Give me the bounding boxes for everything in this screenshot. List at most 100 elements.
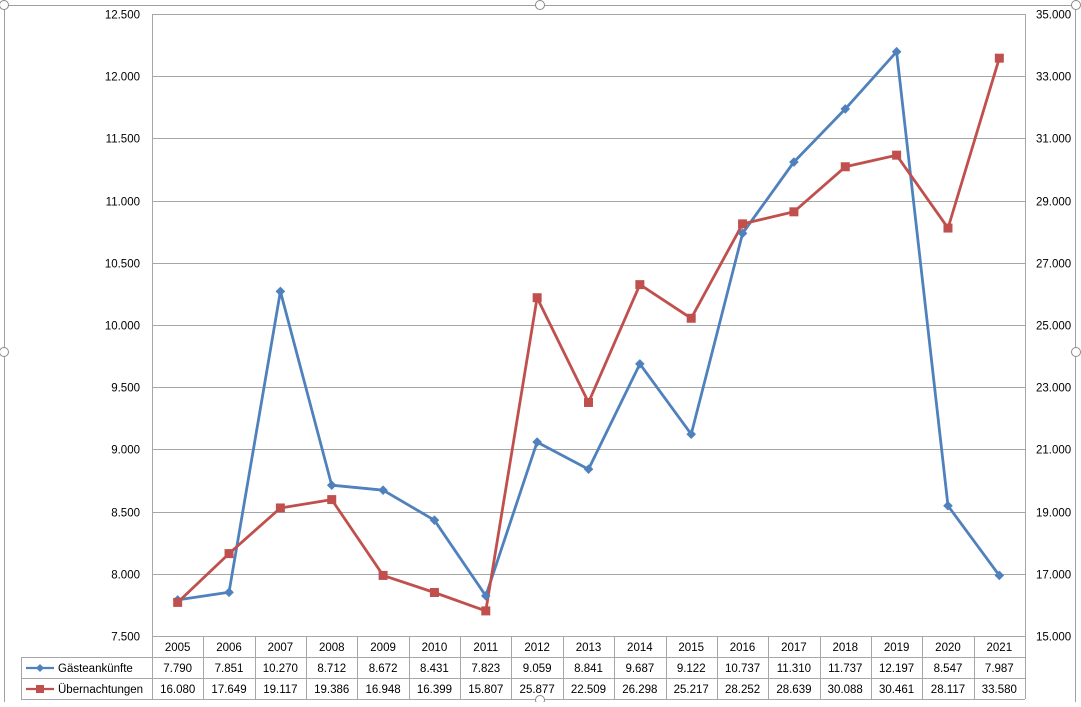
data-point bbox=[789, 207, 799, 217]
x-tick-label: 2020 bbox=[935, 642, 961, 654]
data-point bbox=[275, 286, 286, 297]
data-point bbox=[173, 597, 183, 607]
data-table-cell: 25.217 bbox=[674, 684, 709, 696]
resize-handle[interactable] bbox=[1071, 0, 1081, 10]
data-table-cell: 17.649 bbox=[211, 684, 246, 696]
data-table-cell: 16.080 bbox=[160, 684, 195, 696]
data-point bbox=[583, 464, 594, 474]
data-table-cell: 10.737 bbox=[725, 663, 760, 675]
data-point bbox=[532, 293, 542, 303]
x-tick-label: 2005 bbox=[165, 642, 191, 654]
data-point bbox=[738, 219, 748, 229]
data-table-cell: 8.841 bbox=[574, 663, 603, 675]
y-right-tick-label: 35.000 bbox=[1036, 10, 1071, 22]
y-left-tick-label: 7.500 bbox=[111, 632, 140, 644]
data-table: 2005 2006 2007 2008 2009 2010 2011 2012 2013 2014… bbox=[21, 636, 1026, 700]
x-tick-label: 2019 bbox=[884, 642, 910, 654]
data-table-cell: 22.509 bbox=[571, 684, 606, 696]
gridlines bbox=[152, 14, 1025, 637]
data-table-cell: 12.197 bbox=[879, 663, 914, 675]
y-right-tick-label: 15.000 bbox=[1036, 632, 1071, 644]
x-tick-label: 2013 bbox=[576, 642, 602, 654]
data-table-cell: 8.712 bbox=[317, 663, 346, 675]
y-left-tick-label: 11.000 bbox=[106, 197, 140, 209]
y-right-tick-label: 23.000 bbox=[1036, 383, 1071, 395]
data-table-cell: 9.687 bbox=[625, 663, 654, 675]
legend-entry: Übernachtungen bbox=[58, 684, 143, 696]
data-table-cell: 11.310 bbox=[777, 663, 811, 675]
data-point bbox=[840, 162, 850, 172]
data-point bbox=[326, 480, 337, 491]
data-point bbox=[532, 437, 542, 447]
y-left-tick-label: 12.500 bbox=[105, 10, 140, 22]
y-left-tick-label: 8.000 bbox=[111, 570, 140, 582]
series-layer bbox=[172, 46, 1005, 616]
y-left-tick-label: 10.000 bbox=[105, 321, 140, 333]
data-table-cell: 16.399 bbox=[417, 684, 452, 696]
y-left-tick-label: 8.500 bbox=[111, 508, 140, 520]
x-tick-label: 2007 bbox=[268, 642, 294, 654]
data-point bbox=[635, 359, 645, 369]
y-left-tick-label: 9.000 bbox=[111, 445, 140, 457]
x-tick-label: 2010 bbox=[422, 642, 448, 654]
data-point bbox=[378, 570, 388, 580]
data-point bbox=[943, 500, 953, 511]
data-table-cell: 7.790 bbox=[163, 663, 192, 675]
data-point bbox=[481, 606, 491, 616]
resize-handle[interactable] bbox=[535, 695, 545, 705]
data-table-cell: 8.431 bbox=[420, 663, 449, 675]
data-point bbox=[429, 515, 440, 525]
x-tick-label: 2008 bbox=[319, 642, 345, 654]
y-left-tick-label: 11.500 bbox=[106, 134, 140, 146]
resize-handle[interactable] bbox=[535, 0, 545, 10]
data-table-cell: 15.807 bbox=[468, 684, 503, 696]
y-right-tick-label: 19.000 bbox=[1036, 508, 1071, 520]
data-table-cell: 28.117 bbox=[931, 684, 965, 696]
data-point bbox=[378, 485, 388, 496]
x-tick-label: 2017 bbox=[781, 642, 807, 654]
resize-handle[interactable] bbox=[0, 347, 9, 357]
data-table-cell: 8.547 bbox=[934, 663, 963, 675]
data-point bbox=[224, 549, 234, 559]
data-point bbox=[480, 591, 491, 601]
y-right-tick-label: 17.000 bbox=[1036, 570, 1071, 582]
data-table-cell: 19.386 bbox=[314, 684, 349, 696]
x-tick-label: 2021 bbox=[987, 642, 1013, 654]
y-left-tick-label: 10.500 bbox=[105, 259, 140, 271]
data-table-cell: 33.580 bbox=[982, 684, 1017, 696]
data-point bbox=[429, 587, 439, 597]
legend-entry: Gästeankünfte bbox=[58, 663, 133, 675]
y-right-tick-label: 33.000 bbox=[1036, 72, 1071, 84]
data-point bbox=[327, 495, 337, 505]
resize-handle[interactable] bbox=[0, 0, 9, 10]
y-left-tick-label: 9.500 bbox=[111, 383, 140, 395]
x-tick-label: 2018 bbox=[832, 642, 858, 654]
data-point bbox=[275, 503, 285, 513]
resize-handle[interactable] bbox=[1071, 347, 1081, 357]
data-table-cell: 16.948 bbox=[365, 684, 400, 696]
data-point bbox=[224, 587, 234, 598]
x-tick-label: 2014 bbox=[627, 642, 653, 654]
data-point bbox=[994, 53, 1004, 63]
data-table-cell: 9.122 bbox=[677, 663, 706, 675]
y-left-tick-label: 12.000 bbox=[105, 72, 140, 84]
data-table-cell: 7.823 bbox=[471, 663, 500, 675]
y-right-tick-label: 25.000 bbox=[1036, 321, 1071, 333]
data-table-cell: 8.672 bbox=[369, 663, 398, 675]
data-table-cell: 9.059 bbox=[523, 663, 552, 675]
data-point bbox=[789, 157, 799, 167]
data-table-cell: 30.088 bbox=[828, 684, 863, 696]
data-point bbox=[891, 46, 902, 57]
legend-key-marker bbox=[36, 664, 44, 672]
y-right-tick-label: 31.000 bbox=[1036, 134, 1071, 146]
y-right-tick-label: 21.000 bbox=[1036, 445, 1071, 457]
data-point bbox=[737, 228, 748, 239]
data-point bbox=[686, 429, 697, 440]
data-point bbox=[686, 313, 696, 323]
data-point bbox=[635, 280, 645, 290]
data-table-cell: 30.461 bbox=[879, 684, 914, 696]
y-right-tick-label: 29.000 bbox=[1036, 197, 1071, 209]
